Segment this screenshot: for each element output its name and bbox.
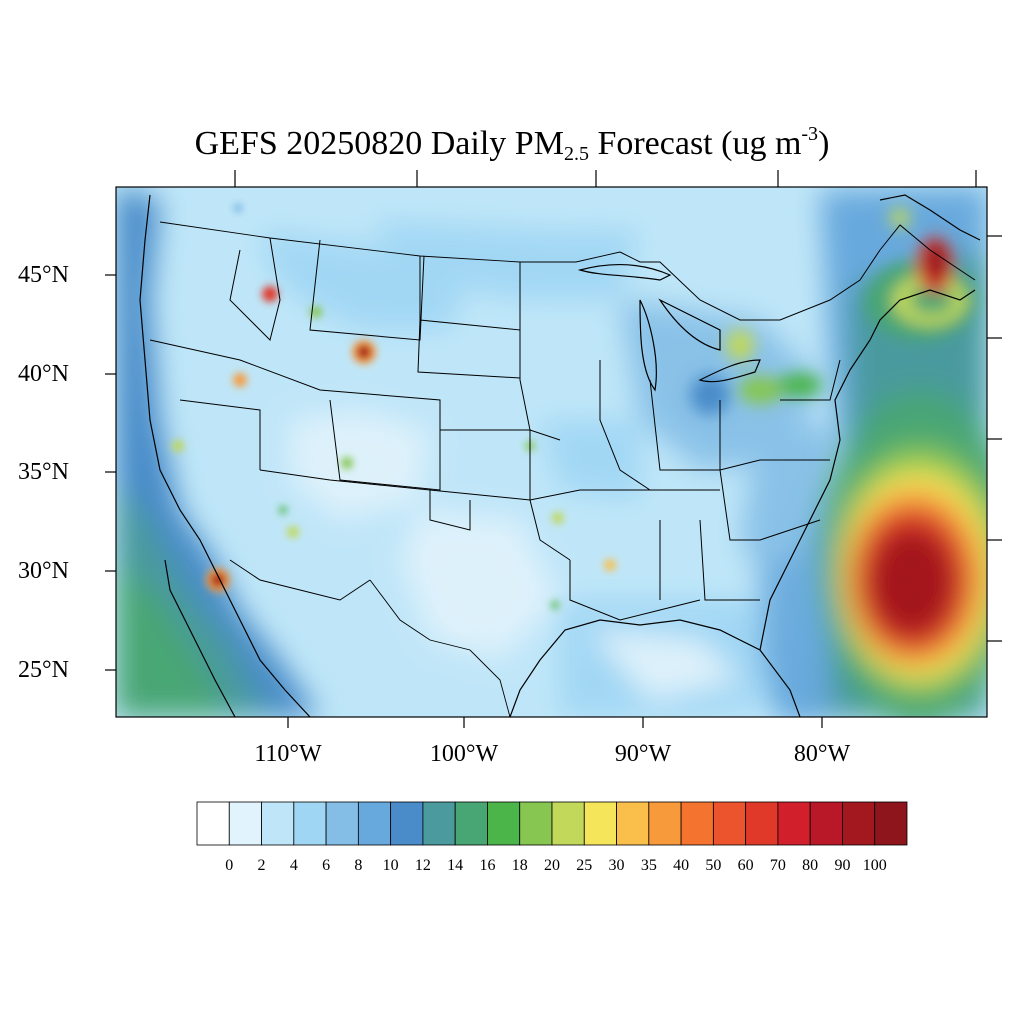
colorbar-tick-label: 25 <box>576 857 593 874</box>
colorbar-tick-label: 40 <box>673 857 690 874</box>
colorbar-swatch <box>616 801 650 846</box>
colorbar-tick-label: 30 <box>608 857 625 874</box>
lat-label-30n: 30°N <box>18 558 69 584</box>
colorbar-tick-label: 2 <box>257 857 266 874</box>
map-title: GEFS 20250820 Daily PM2.5 Forecast (ug m… <box>194 123 830 165</box>
colorbar-swatch <box>745 801 779 846</box>
colorbar-tick-label: 90 <box>834 857 851 874</box>
colorbar-tick-label: 20 <box>544 857 560 874</box>
lon-label-80w: 80°W <box>793 741 851 767</box>
coastlines <box>139 194 981 717</box>
lon-label-90w: 90°W <box>614 741 672 767</box>
lon-label-100w: 100°W <box>429 741 499 767</box>
colorbar-swatch <box>583 801 617 846</box>
colorbar-swatch <box>551 801 585 846</box>
colorbar-swatch <box>293 801 327 846</box>
colorbar-tick-label: 6 <box>322 857 331 874</box>
fire-hotspots <box>172 204 616 609</box>
colorbar-swatch <box>519 801 553 846</box>
colorbar-tick-label: 18 <box>511 857 528 874</box>
colorbar-tick-label: 16 <box>479 857 496 874</box>
colorbar-tick-label: 100 <box>862 857 887 874</box>
colorbar-swatch <box>777 801 811 846</box>
colorbar-swatch <box>648 801 682 846</box>
colorbar-tick-label: 4 <box>289 857 298 874</box>
colorbar-tick-label: 10 <box>382 857 399 874</box>
lat-label-25n: 25°N <box>18 657 69 683</box>
colorbar-tick-label: 35 <box>640 857 657 874</box>
lat-label-40n: 40°N <box>18 361 69 387</box>
boundaries <box>149 221 976 717</box>
colorbar-swatch <box>874 801 908 846</box>
colorbar-swatch <box>357 801 392 846</box>
colorbar-swatch <box>261 801 295 846</box>
lat-label-45n: 45°N <box>18 262 69 288</box>
smoke-plume-northeast <box>865 208 975 340</box>
colorbar-swatch <box>487 801 521 846</box>
colorbar-tick-label: 80 <box>802 857 819 874</box>
lon-label-110w: 110°W <box>254 741 322 767</box>
map-frame <box>115 186 988 718</box>
colorbar-tick-label: 60 <box>737 857 754 874</box>
colorbar-swatch <box>842 801 876 846</box>
colorbar-tick-label: 0 <box>225 857 234 874</box>
lat-label-35n: 35°N <box>18 459 69 485</box>
colorbar-swatch <box>325 801 359 846</box>
smoke-plume-atlantic <box>780 187 987 717</box>
colorbar-tick-label: 8 <box>354 857 363 874</box>
colorbar-swatch <box>454 801 488 846</box>
colorbar-swatch <box>809 801 843 846</box>
colorbar-tick-label: 70 <box>769 857 786 874</box>
colorbar <box>196 801 908 846</box>
colorbar-swatch <box>390 801 424 846</box>
colorbar-swatch <box>680 801 714 846</box>
axis-ticks <box>105 170 1002 728</box>
colorbar-swatch <box>228 801 262 846</box>
colorbar-tick-label: 12 <box>414 857 431 874</box>
colorbar-swatch <box>422 801 456 846</box>
colorbar-swatch <box>712 801 747 846</box>
colorbar-tick-label: 50 <box>705 857 722 874</box>
pacific-plume <box>116 187 320 717</box>
colorbar-tick-label: 14 <box>447 857 464 874</box>
colorbar-swatch <box>196 801 230 846</box>
